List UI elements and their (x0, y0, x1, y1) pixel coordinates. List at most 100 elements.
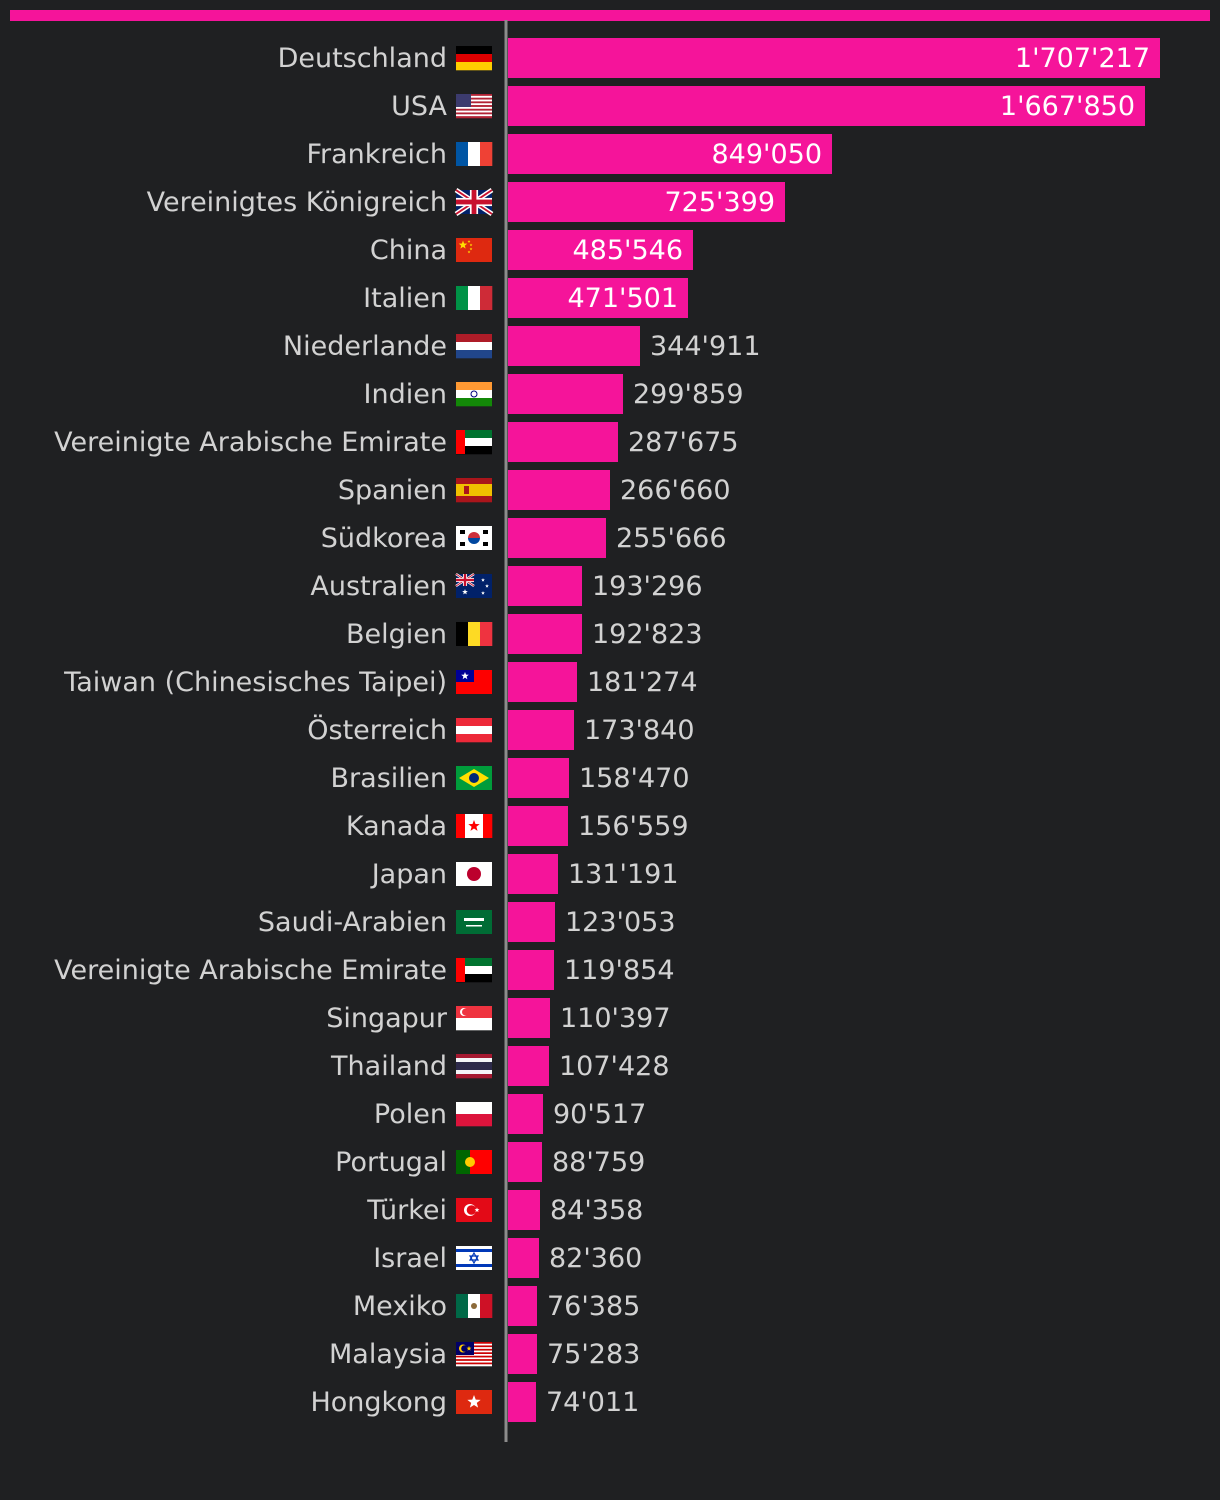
value-label: 156'559 (578, 811, 689, 842)
value-label: 1'707'217 (1015, 43, 1150, 74)
in-flag-icon (456, 382, 492, 407)
value-label: 193'296 (592, 571, 703, 602)
my-flag-icon (456, 1342, 492, 1367)
bar (508, 950, 554, 990)
category-label: Türkei (366, 1195, 447, 1226)
value-label: 90'517 (553, 1099, 646, 1130)
bar (508, 1286, 537, 1326)
fr-flag-icon (456, 142, 493, 166)
bar (508, 230, 693, 270)
bar (508, 1094, 543, 1134)
value-label: 88'759 (552, 1147, 645, 1178)
value-label: 74'011 (546, 1387, 639, 1418)
bar (508, 566, 582, 606)
category-label: Thailand (330, 1051, 447, 1082)
bar (508, 1334, 537, 1374)
ae-flag-icon (456, 958, 492, 983)
category-label: Belgien (346, 619, 447, 650)
category-label: Südkorea (321, 523, 447, 554)
bar (508, 182, 785, 222)
category-label: China (370, 235, 447, 266)
hk-flag-icon (456, 1390, 492, 1414)
category-label: Mexiko (353, 1291, 447, 1322)
tw-flag-icon (456, 670, 492, 694)
value-label: 849'050 (712, 139, 823, 170)
il-flag-icon (456, 1246, 492, 1270)
bar (508, 1382, 536, 1422)
bar (508, 1238, 539, 1278)
bar (508, 614, 582, 654)
bar (508, 422, 618, 462)
category-label: Portugal (335, 1147, 447, 1178)
category-label: Israel (373, 1243, 447, 1274)
ae-flag-icon (456, 430, 492, 455)
value-label: 299'859 (633, 379, 744, 410)
bar (508, 326, 640, 366)
value-label: 131'191 (568, 859, 679, 890)
bar (508, 278, 688, 318)
mx-flag-icon (456, 1294, 493, 1318)
category-label: Vereinigte Arabische Emirate (54, 955, 447, 986)
category-label: Deutschland (278, 43, 447, 74)
category-label: Indien (364, 379, 447, 410)
value-label: 344'911 (650, 331, 761, 362)
bar (508, 38, 1160, 78)
sa-flag-icon (456, 910, 492, 934)
chart-rows: Deutschland 1'707'217 USA 1'667'850 Frankrei… (54, 38, 1160, 1422)
value-label: 1'667'850 (1000, 91, 1135, 122)
pl-flag-icon (456, 1102, 492, 1127)
ca-flag-icon (456, 814, 493, 838)
kr-flag-icon (456, 526, 492, 550)
value-label: 192'823 (592, 619, 703, 650)
value-label: 158'470 (579, 763, 690, 794)
bar (508, 998, 550, 1038)
es-flag-icon (456, 478, 492, 503)
bar (508, 710, 574, 750)
category-label: Vereinigte Arabische Emirate (54, 427, 447, 458)
value-label: 119'854 (564, 955, 675, 986)
value-label: 485'546 (573, 235, 684, 266)
category-label: Malaysia (329, 1339, 447, 1370)
category-label: Brasilien (331, 763, 447, 794)
it-flag-icon (456, 286, 493, 310)
bar (508, 1142, 542, 1182)
value-label: 123'053 (565, 907, 676, 938)
value-label: 110'397 (560, 1003, 671, 1034)
value-label: 173'840 (584, 715, 695, 746)
value-label: 107'428 (559, 1051, 670, 1082)
bar (508, 1046, 549, 1086)
bar (508, 134, 832, 174)
value-label: 266'660 (620, 475, 731, 506)
top-accent-bar (10, 10, 1210, 21)
bar (508, 902, 555, 942)
bar (508, 806, 568, 846)
bar (508, 518, 606, 558)
cn-flag-icon (456, 238, 492, 262)
value-label: 181'274 (587, 667, 698, 698)
bar (508, 662, 577, 702)
tr-flag-icon (456, 1198, 492, 1222)
category-label: Taiwan (Chinesisches Taipei) (63, 667, 447, 698)
bar (508, 86, 1145, 126)
value-label: 84'358 (550, 1195, 643, 1226)
category-label: Österreich (307, 714, 447, 746)
category-label: Japan (370, 859, 447, 890)
category-label: Frankreich (306, 139, 447, 170)
bar (508, 854, 558, 894)
value-label: 76'385 (547, 1291, 640, 1322)
category-label: Saudi-Arabien (258, 907, 447, 938)
bar (508, 758, 569, 798)
gb-flag-icon (454, 188, 494, 216)
category-label: Vereinigtes Königreich (147, 187, 447, 218)
bar (508, 374, 623, 414)
category-label: Polen (374, 1099, 447, 1130)
value-label: 471'501 (568, 283, 679, 314)
us-flag-icon (456, 94, 492, 119)
value-label: 255'666 (616, 523, 727, 554)
category-label: USA (391, 91, 447, 122)
au-flag-icon (455, 573, 492, 598)
category-label: Kanada (346, 811, 447, 842)
value-label: 287'675 (628, 427, 739, 458)
category-label: Niederlande (283, 331, 447, 362)
